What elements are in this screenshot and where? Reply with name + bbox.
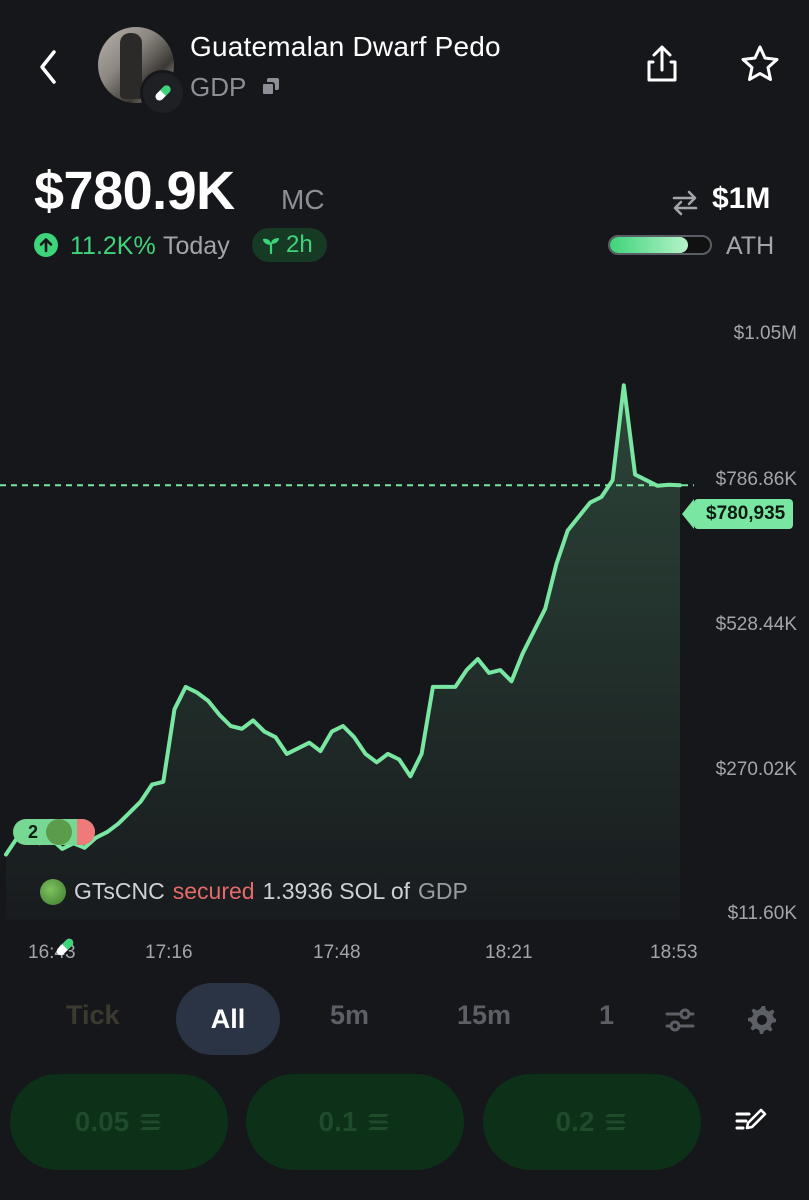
pill-badge-icon [140,70,186,116]
star-icon [741,45,779,81]
frog-avatar-icon [40,878,66,905]
trade-user: GTsCNC [74,878,165,904]
quick-buy-amount: 0.2 [555,1106,595,1137]
quick-buy-amount: 0.05 [74,1106,130,1137]
swap-icon[interactable] [669,186,701,218]
x-axis-label: 18:53 [650,942,698,963]
x-axis-label: 18:21 [485,942,533,963]
ath-label: ATH [726,232,775,260]
trade-notification: GTsCNC secured 1.3936 SOL of GDP [40,878,468,905]
ath-progress-bar [608,235,712,255]
token-avatar [98,27,174,103]
chevron-left-icon [40,50,56,84]
y-axis-label: $11.60K [727,903,797,924]
tab-all[interactable]: All [176,983,280,1055]
gear-icon[interactable] [746,1004,778,1036]
tab-5m[interactable]: 5m [330,1000,370,1030]
x-axis-label: 17:16 [145,942,193,963]
token-age-badge: 2h [252,228,327,262]
change-period: Today [163,232,230,260]
favorite-button[interactable] [738,42,782,86]
sprout-icon [263,238,279,254]
pill-icon [52,934,78,960]
arrow-up-circle-icon [34,233,58,257]
trade-action: secured [172,878,255,904]
ath-value: $1M [712,182,771,215]
price-area [6,385,680,920]
solana-icon [140,1114,162,1130]
quick-buy-button[interactable]: 0.1 [246,1074,464,1170]
y-axis-label: $528.44K [715,614,797,635]
trade-amount: 1.3936 SOL of [262,878,411,904]
trade-marker[interactable]: 2 [13,819,95,845]
x-axis-label: 17:48 [313,942,361,963]
ath-progress-fill [610,237,688,253]
y-axis-label: $1.05M [733,323,797,344]
trade-count: 2 [28,821,39,842]
sell-indicator [77,819,95,845]
y-axis-label: $786.86K [715,469,797,490]
back-button[interactable] [30,42,70,92]
trade-token: GDP [418,878,468,904]
share-icon [647,45,677,82]
change-percent: 11.2K% [70,232,156,260]
solana-icon [605,1114,627,1130]
current-price-tag: $780,935 [681,499,794,529]
sliders-icon[interactable] [664,1004,696,1036]
y-axis-label: $270.02K [715,759,797,780]
market-cap-value: $780.9K [34,161,235,221]
copy-icon[interactable] [260,76,282,98]
tab-15m[interactable]: 15m [457,1000,512,1030]
quick-buy-button[interactable]: 0.05 [10,1074,228,1170]
quick-buy-button[interactable]: 0.2 [483,1074,701,1170]
solana-icon [368,1114,390,1130]
tab-1[interactable]: 1 [599,1000,615,1030]
edit-icon[interactable] [734,1106,768,1136]
token-age: 2h [286,231,313,258]
market-cap-label: MC [281,184,325,215]
quick-buy-amount: 0.1 [318,1106,358,1137]
tab-tick[interactable]: Tick [66,1000,120,1030]
price-chart[interactable] [0,300,809,980]
token-ticker: GDP [190,72,247,102]
frog-avatar-icon [46,819,72,845]
share-button[interactable] [640,42,684,86]
price-line [4,383,682,857]
token-name: Guatemalan Dwarf Pedo [190,31,501,62]
